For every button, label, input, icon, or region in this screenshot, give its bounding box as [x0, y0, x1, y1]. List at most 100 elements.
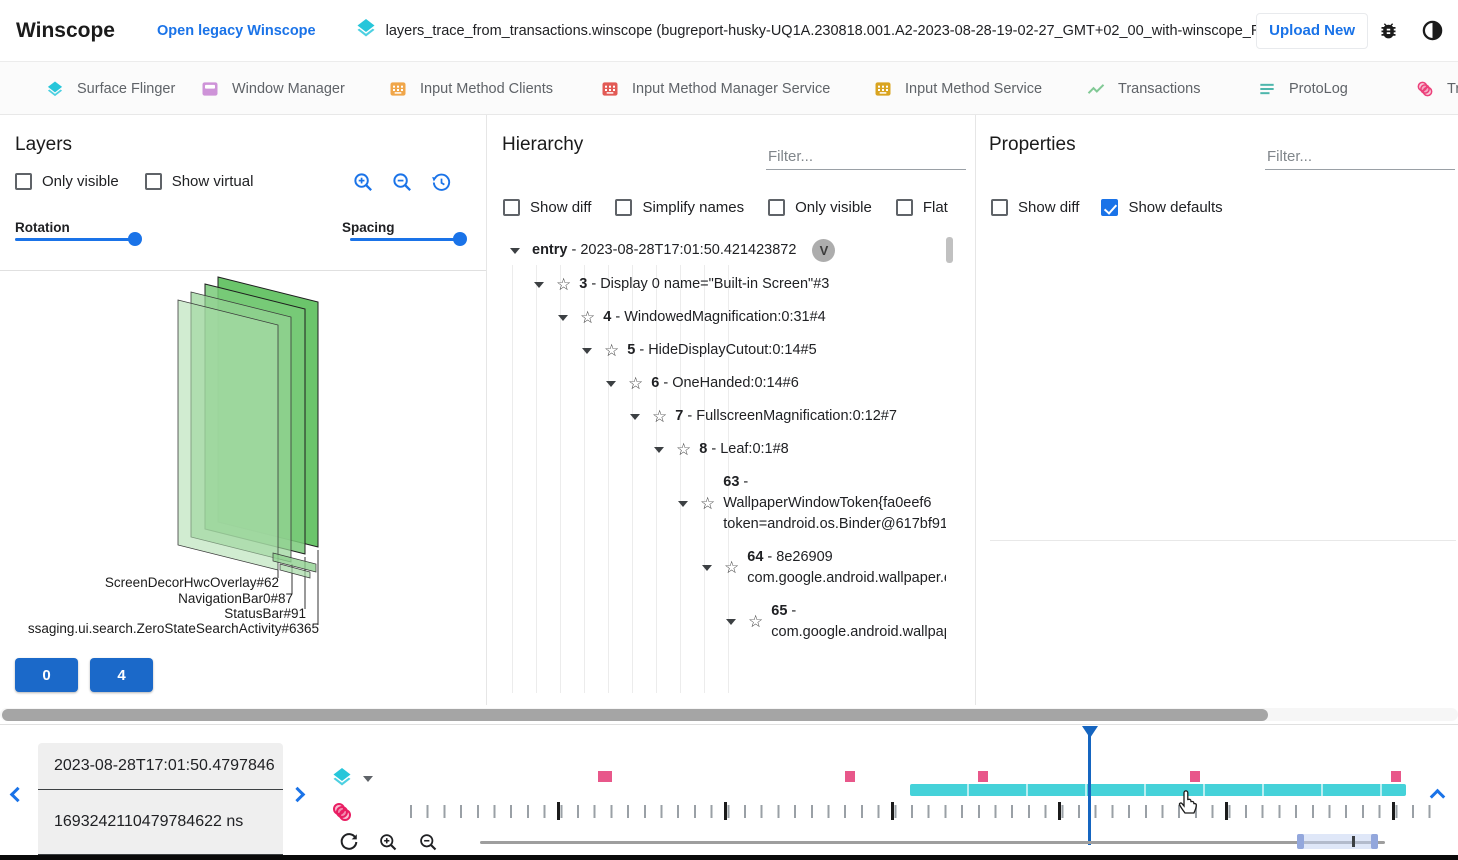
tree-node-entry[interactable]: entry - 2023-08-28T17:01:50.421423872 V: [486, 233, 946, 268]
display-4-button[interactable]: 4: [90, 658, 153, 692]
tree-node[interactable]: ☆ 7 - FullscreenMagnification:0:12#7: [486, 400, 946, 433]
bug-report-icon[interactable]: [1378, 20, 1399, 41]
checkbox-box[interactable]: [1101, 199, 1119, 216]
range-handle-left[interactable]: [1297, 834, 1304, 849]
star-icon[interactable]: ☆: [700, 493, 716, 513]
tab-surface-flinger[interactable]: Surface Flinger: [45, 62, 175, 114]
transition-marker[interactable]: [598, 771, 612, 782]
chevron-down-icon[interactable]: [558, 314, 568, 321]
dark-mode-toggle-icon[interactable]: [1421, 19, 1444, 42]
layers-3d-view[interactable]: ScreenDecorHwcOverlay#62 NavigationBar0#…: [0, 270, 486, 655]
timeline-cursor[interactable]: [1088, 727, 1091, 845]
timeline-zoom-track[interactable]: [480, 841, 1385, 844]
zoom-in-icon[interactable]: [378, 832, 399, 858]
simplify-names-checkbox[interactable]: Simplify names: [615, 199, 744, 216]
star-icon[interactable]: ☆: [724, 558, 740, 577]
chevron-down-icon[interactable]: [654, 446, 664, 453]
tree-node[interactable]: ☆ 64 - 8e26909 com.google.android.wallpa…: [486, 541, 946, 595]
properties-filter-input[interactable]: [1265, 144, 1455, 170]
tree-node[interactable]: ☆ 6 - OneHanded:0:14#6: [486, 367, 946, 400]
star-icon[interactable]: ☆: [676, 439, 692, 459]
zoom-in-icon[interactable]: [352, 171, 375, 199]
tab-window-manager[interactable]: Window Manager: [200, 62, 345, 114]
show-virtual-checkbox[interactable]: Show virtual: [144, 173, 253, 190]
tab-transactions[interactable]: Transactions: [1086, 62, 1200, 114]
transitions-icon[interactable]: [330, 800, 354, 824]
refresh-icon[interactable]: [338, 831, 360, 858]
ns-time-input[interactable]: [38, 790, 283, 854]
keyboard-icon: [602, 81, 618, 96]
transition-marker[interactable]: [845, 771, 855, 782]
tree-node[interactable]: ☆ 63 - WallpaperWindowToken{fa0eef6 toke…: [486, 466, 946, 541]
transition-marker[interactable]: [1190, 771, 1200, 782]
file-name: layers_trace_from_transactions.winscope …: [385, 22, 1257, 39]
prev-entry-chevron-icon[interactable]: [9, 786, 26, 803]
chevron-down-icon[interactable]: [582, 347, 592, 354]
only-visible-checkbox[interactable]: Only visible: [768, 199, 872, 216]
tree-node[interactable]: ☆ 4 - WindowedMagnification:0:31#4: [486, 301, 946, 334]
sf-trace-bar[interactable]: [910, 784, 1406, 796]
timeline-zoom-range[interactable]: [1297, 834, 1378, 849]
checkbox-box[interactable]: [503, 199, 520, 216]
next-entry-chevron-icon[interactable]: [289, 786, 306, 803]
human-time-input[interactable]: [38, 743, 283, 789]
chevron-down-icon[interactable]: [678, 500, 688, 507]
zoom-out-icon[interactable]: [418, 832, 439, 858]
open-legacy-link[interactable]: Open legacy Winscope: [157, 22, 316, 39]
timeline-minor-ticks[interactable]: [410, 805, 1434, 818]
timeline-cursor-handle[interactable]: [1082, 726, 1098, 738]
chevron-down-icon[interactable]: [510, 247, 520, 254]
zoom-out-icon[interactable]: [391, 171, 414, 199]
only-visible-checkbox[interactable]: Only visible: [15, 173, 119, 190]
star-icon[interactable]: ☆: [556, 274, 572, 294]
chevron-down-icon[interactable]: [702, 565, 712, 571]
star-icon[interactable]: ☆: [628, 373, 644, 393]
star-icon[interactable]: ☆: [604, 340, 620, 360]
rotation-slider[interactable]: [15, 232, 142, 246]
hierarchy-filter-input[interactable]: [766, 144, 966, 170]
slider-thumb[interactable]: [453, 232, 467, 246]
tab-input-method-service[interactable]: Input Method Service: [873, 62, 1042, 114]
tree-node[interactable]: ☆ 3 - Display 0 name="Built-in Screen"#3: [486, 268, 946, 301]
chevron-down-icon[interactable]: [630, 413, 640, 420]
tab-protolog[interactable]: ProtoLog: [1257, 62, 1348, 114]
checkbox-box[interactable]: [768, 199, 786, 216]
checkbox-box[interactable]: [144, 173, 162, 190]
tree-node[interactable]: ☆ 5 - HideDisplayCutout:0:14#5: [486, 334, 946, 367]
transition-marker[interactable]: [978, 771, 988, 782]
visibility-badge: V: [812, 239, 836, 262]
transition-marker[interactable]: [1391, 771, 1401, 782]
chevron-down-icon[interactable]: [726, 619, 736, 625]
chevron-down-icon[interactable]: [606, 380, 616, 387]
tab-transitions[interactable]: Transitions: [1415, 62, 1458, 114]
bottom-bar: [0, 855, 1458, 860]
star-icon[interactable]: ☆: [748, 612, 764, 631]
horizontal-scrollbar[interactable]: [2, 709, 1268, 721]
range-handle-right[interactable]: [1371, 834, 1378, 849]
layers-icon[interactable]: [330, 765, 354, 789]
upload-new-button[interactable]: Upload New: [1256, 12, 1368, 49]
chevron-down-icon[interactable]: [534, 281, 544, 288]
hierarchy-scrollbar[interactable]: [946, 237, 953, 263]
tab-input-method-manager-service[interactable]: Input Method Manager Service: [600, 62, 830, 114]
show-defaults-checkbox[interactable]: Show defaults: [1101, 199, 1223, 216]
checkbox-box[interactable]: [895, 199, 913, 216]
window-icon: [202, 81, 218, 96]
show-diff-checkbox[interactable]: Show diff: [503, 199, 591, 216]
star-icon[interactable]: ☆: [652, 406, 668, 426]
star-icon[interactable]: ☆: [580, 307, 596, 327]
checkbox-box[interactable]: [991, 199, 1008, 216]
reset-view-icon[interactable]: [430, 171, 453, 199]
tab-input-method-clients[interactable]: Input Method Clients: [388, 62, 553, 114]
flat-checkbox[interactable]: Flat: [895, 199, 948, 216]
checkbox-box[interactable]: [615, 199, 633, 216]
tree-node[interactable]: ☆ 8 - Leaf:0:1#8: [486, 433, 946, 466]
trace-selector-caret-icon[interactable]: [363, 776, 373, 782]
display-0-button[interactable]: 0: [15, 658, 78, 692]
spacing-slider[interactable]: [350, 232, 467, 246]
slider-thumb[interactable]: [128, 232, 142, 246]
show-diff-checkbox[interactable]: Show diff: [991, 199, 1079, 216]
tree-node[interactable]: ☆ 65 - com.google.android.wallpaper.effe…: [486, 595, 946, 649]
checkbox-box[interactable]: [15, 173, 32, 190]
